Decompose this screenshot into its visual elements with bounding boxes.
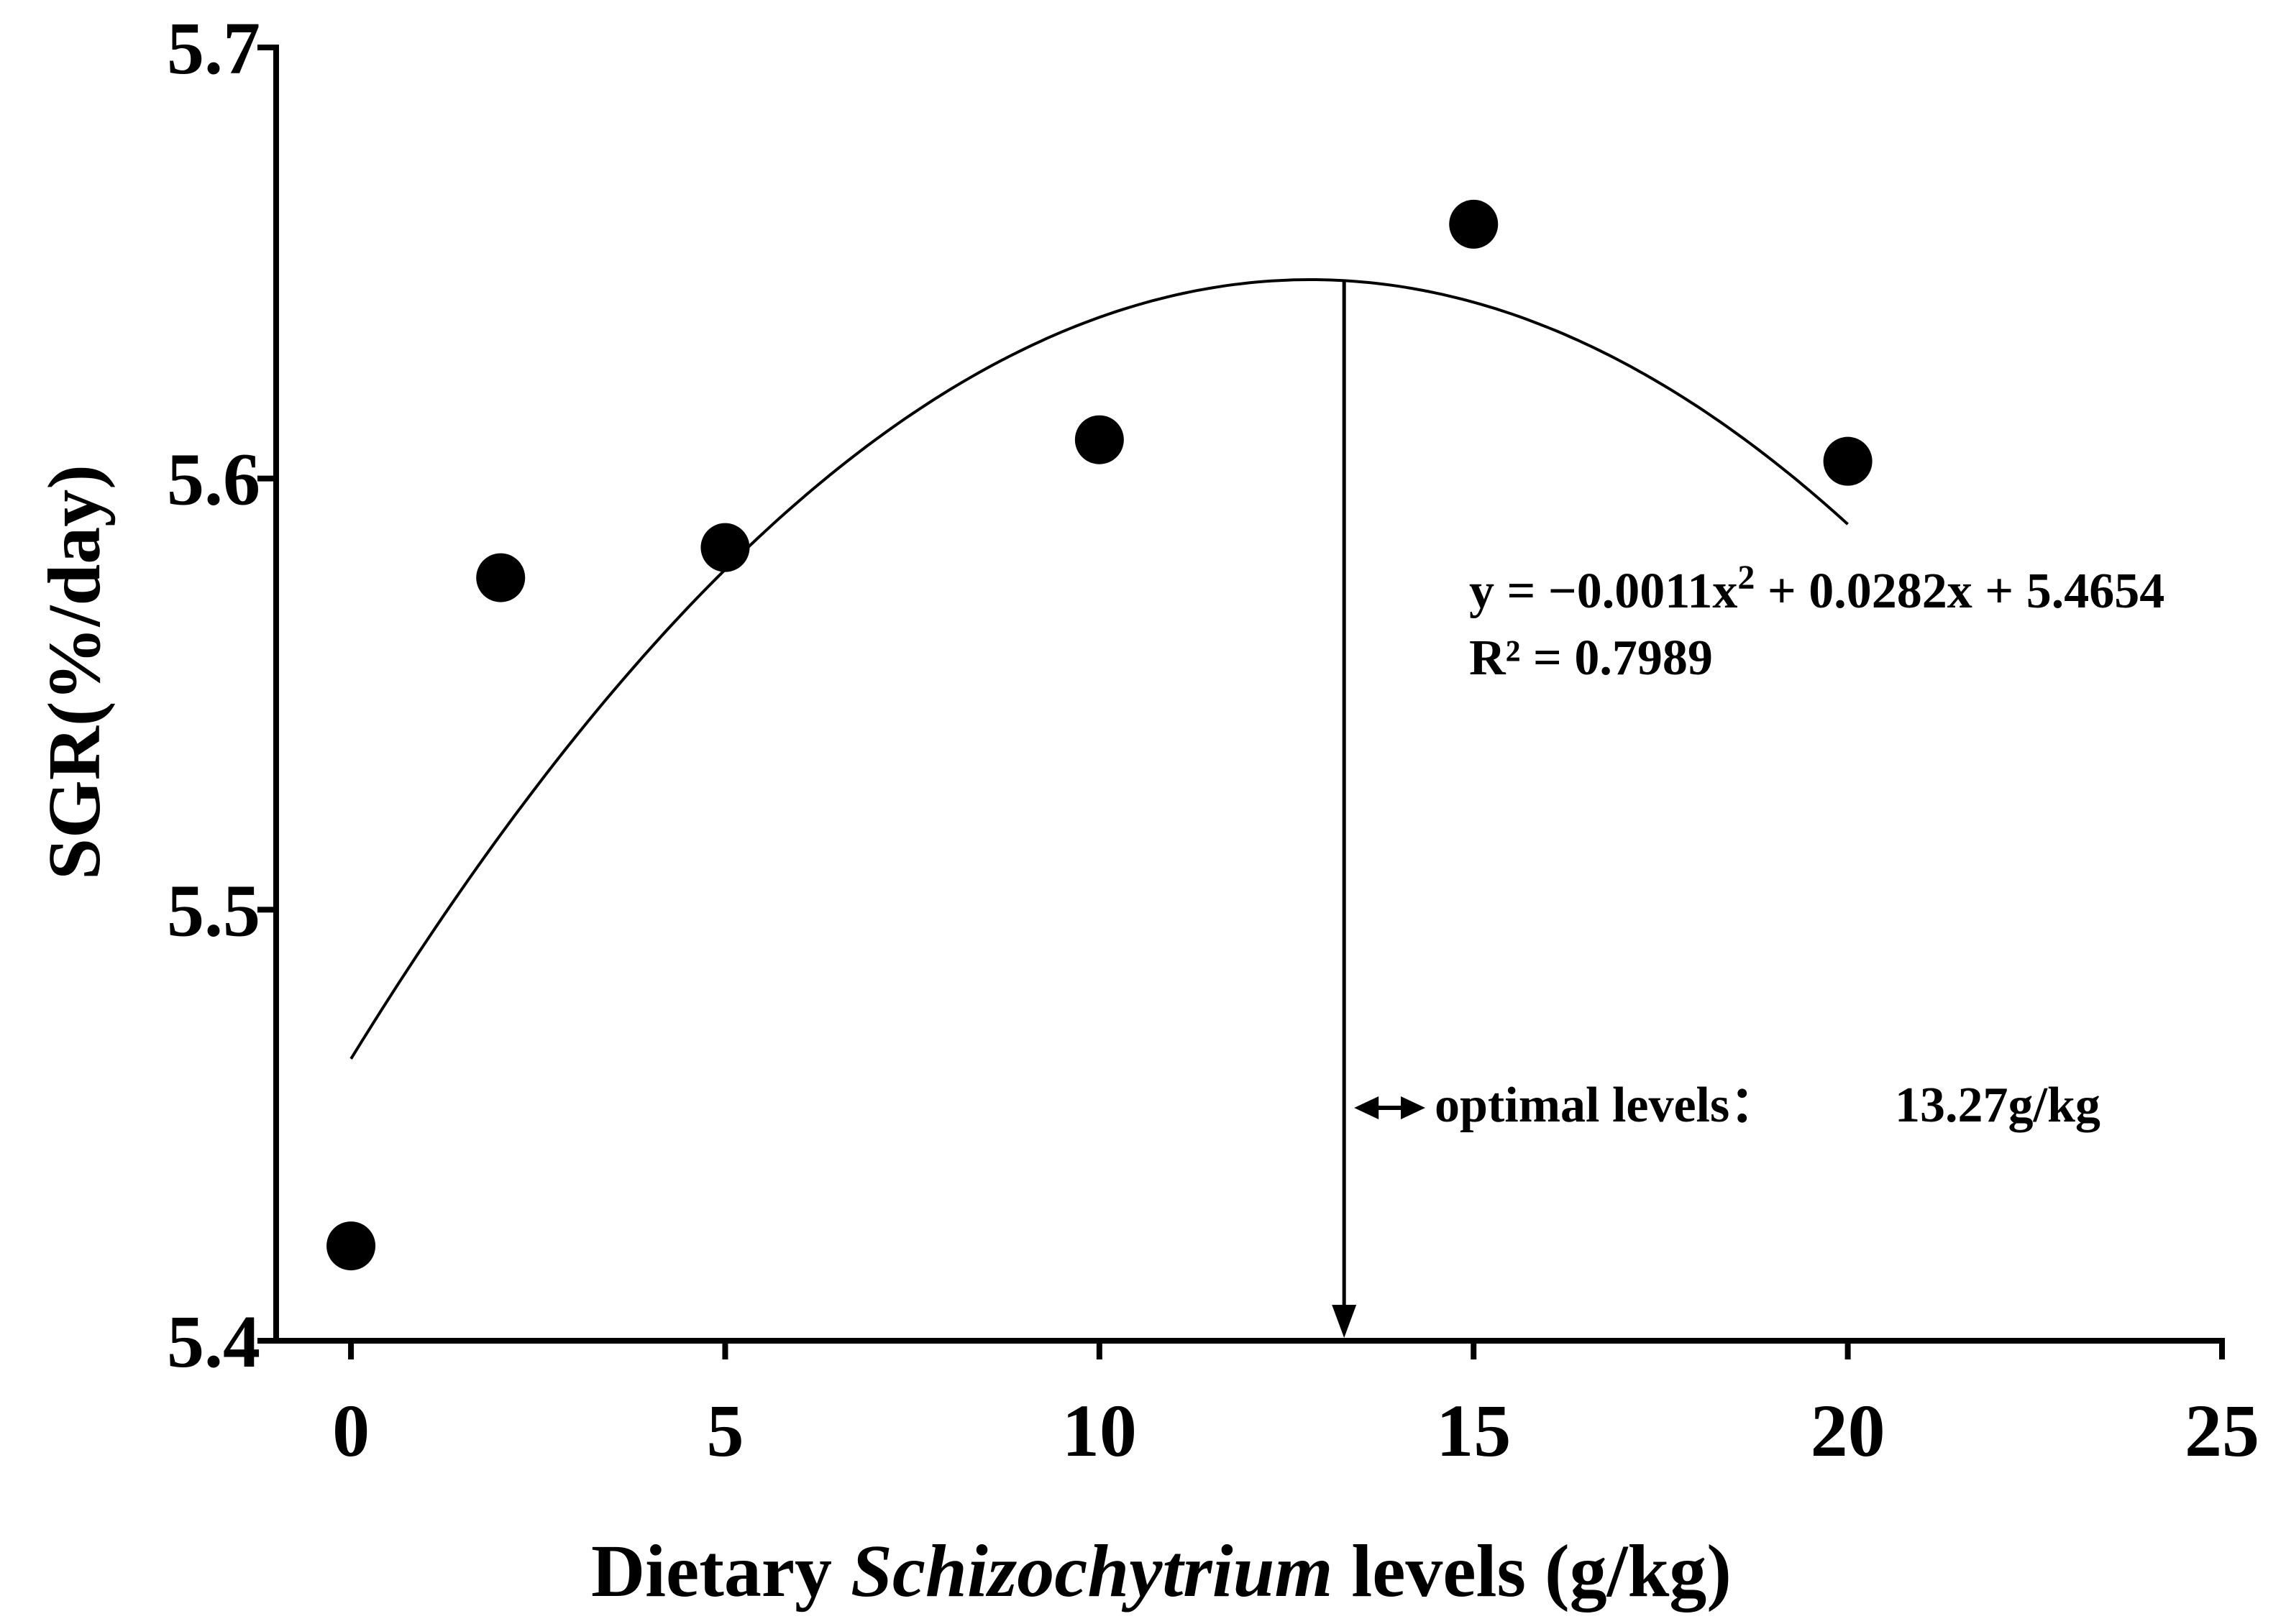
- axis-titles: Dietary Schizochytrium levels (g/kg) SGR…: [33, 464, 1732, 1612]
- data-point: [326, 1221, 376, 1271]
- optimal-arrowhead-down: [1332, 1305, 1357, 1338]
- x-tick-label: 5: [706, 1390, 744, 1472]
- x-axis-title: Dietary Schizochytrium levels (g/kg): [591, 1530, 1732, 1612]
- x-tick-label: 15: [1436, 1390, 1511, 1472]
- y-tick-label: 5.4: [167, 1300, 260, 1383]
- optimal-arrowhead-left: [1354, 1096, 1379, 1119]
- optimal-levels-value: 13.27g/kg: [1895, 1078, 2100, 1133]
- ticks: 0 5 10 15 20 25 5.4 5.5 5.6 5.7: [167, 7, 2259, 1472]
- y-tick-label: 5.6: [167, 439, 260, 521]
- data-point: [700, 523, 750, 572]
- annotations: y = −0.0011x2 + 0.0282x + 5.4654 R² = 0.…: [1435, 559, 2164, 1134]
- data-points: [326, 199, 1873, 1271]
- x-tick-label: 0: [332, 1390, 370, 1472]
- data-point: [1074, 415, 1124, 464]
- data-point: [1449, 199, 1499, 249]
- fit-curve: [349, 278, 1849, 1060]
- fit-equation: y = −0.0011x2 + 0.0282x + 5.4654: [1469, 559, 2164, 620]
- data-point: [476, 553, 526, 602]
- optimal-levels-label: optimal levels：: [1435, 1078, 1780, 1133]
- x-tick-label: 25: [2185, 1390, 2259, 1472]
- y-tick-label: 5.5: [167, 869, 260, 952]
- x-tick-label: 20: [1811, 1390, 1885, 1472]
- optimal-arrowhead-right: [1401, 1096, 1425, 1119]
- x-tick-label: 10: [1062, 1390, 1137, 1472]
- axes: [273, 45, 2225, 1344]
- data-point: [1823, 436, 1873, 486]
- r-squared: R² = 0.7989: [1469, 630, 1713, 686]
- y-tick-label: 5.7: [167, 7, 260, 90]
- y-axis-title: SGR(%/day): [33, 464, 116, 880]
- fit-curve-layer: [349, 278, 1849, 1338]
